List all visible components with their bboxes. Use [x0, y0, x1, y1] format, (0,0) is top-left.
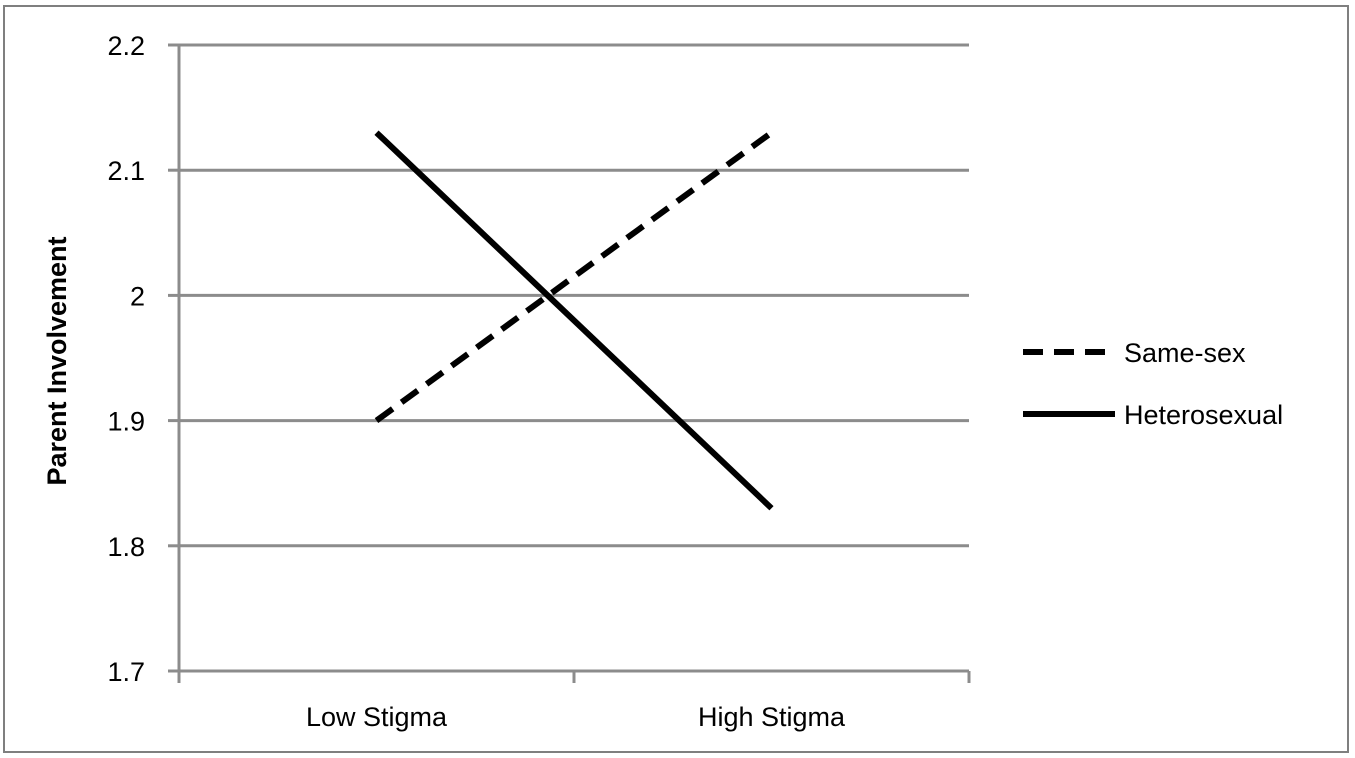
axes — [168, 43, 971, 683]
y-tick-label: 2 — [130, 281, 145, 311]
legend-label: Heterosexual — [1124, 400, 1283, 430]
legend-label: Same-sex — [1124, 338, 1246, 368]
series-line-heterosexual — [374, 130, 774, 511]
x-tick-labels: Low Stigma High Stigma — [306, 702, 846, 732]
y-tick-label: 2.1 — [107, 156, 145, 186]
chart-frame — [3, 5, 1349, 753]
y-tick-label: 1.8 — [107, 532, 145, 562]
y-axis-title: Parent Involvement — [42, 236, 72, 485]
series-line-same-sex — [374, 130, 774, 424]
y-tick-label: 1.7 — [107, 657, 145, 687]
y-tick-label: 2.2 — [107, 31, 145, 61]
gridlines — [179, 43, 969, 548]
x-tick-label: Low Stigma — [306, 702, 448, 732]
series-lines — [374, 130, 774, 511]
y-tick-labels: 1.7 1.8 1.9 2 2.1 2.2 — [107, 31, 145, 687]
legend: Same-sex Heterosexual — [1023, 338, 1283, 430]
x-tick-label: High Stigma — [698, 702, 846, 732]
y-tick-label: 1.9 — [107, 407, 145, 437]
